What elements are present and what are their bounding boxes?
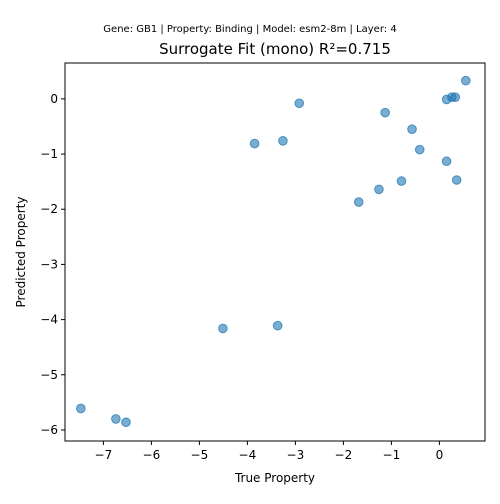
data-point-18 <box>451 175 462 185</box>
x-tick-label-6: −1 <box>383 448 401 462</box>
y-tick-label-1: −1 <box>40 147 58 161</box>
data-point-17 <box>450 92 461 103</box>
y-tick-label-0: 0 <box>50 92 58 106</box>
y-tick-label-5: −5 <box>40 368 58 382</box>
x-tick-label-4: −3 <box>287 448 305 462</box>
x-axis-label: True Property <box>234 471 315 485</box>
data-point-4 <box>272 320 283 331</box>
data-point-1 <box>111 414 121 424</box>
x-tick-label-3: −4 <box>239 448 257 462</box>
chart-title: Surrogate Fit (mono) R²=0.715 <box>159 40 391 58</box>
data-point-10 <box>380 107 390 118</box>
y-axis-ticks: 0 −1 −2 −3 −4 −5 −6 <box>40 92 65 437</box>
data-point-3 <box>218 323 228 334</box>
y-axis-label: Predicted Property <box>14 197 28 308</box>
x-tick-label-2: −5 <box>191 448 209 462</box>
data-point-14 <box>441 156 452 167</box>
data-point-6 <box>278 136 288 146</box>
x-tick-label-5: −2 <box>335 448 353 462</box>
data-point-13 <box>414 144 425 155</box>
data-point-8 <box>353 197 364 207</box>
y-tick-label-2: −2 <box>40 202 58 216</box>
data-point-12 <box>407 124 417 135</box>
data-point-9 <box>374 184 384 195</box>
figure-suptitle: Gene: GB1 | Property: Binding | Model: e… <box>103 24 397 35</box>
plot-frame <box>64 62 486 442</box>
x-tick-label-7: 0 <box>436 448 444 462</box>
x-tick-label-1: −6 <box>143 448 161 462</box>
scatter-points <box>76 75 471 428</box>
y-tick-label-3: −3 <box>40 257 58 271</box>
x-tick-label-0: −7 <box>95 448 113 462</box>
data-point-19 <box>461 75 471 86</box>
data-point-7 <box>294 98 305 109</box>
data-point-2 <box>121 417 131 428</box>
y-tick-label-6: −6 <box>40 423 58 437</box>
data-point-0 <box>76 403 86 414</box>
x-axis-ticks: −7 −6 −5 −4 −3 −2 −1 0 <box>95 441 444 462</box>
data-point-11 <box>396 176 407 186</box>
y-tick-label-4: −4 <box>40 313 58 327</box>
data-point-5 <box>249 138 260 149</box>
